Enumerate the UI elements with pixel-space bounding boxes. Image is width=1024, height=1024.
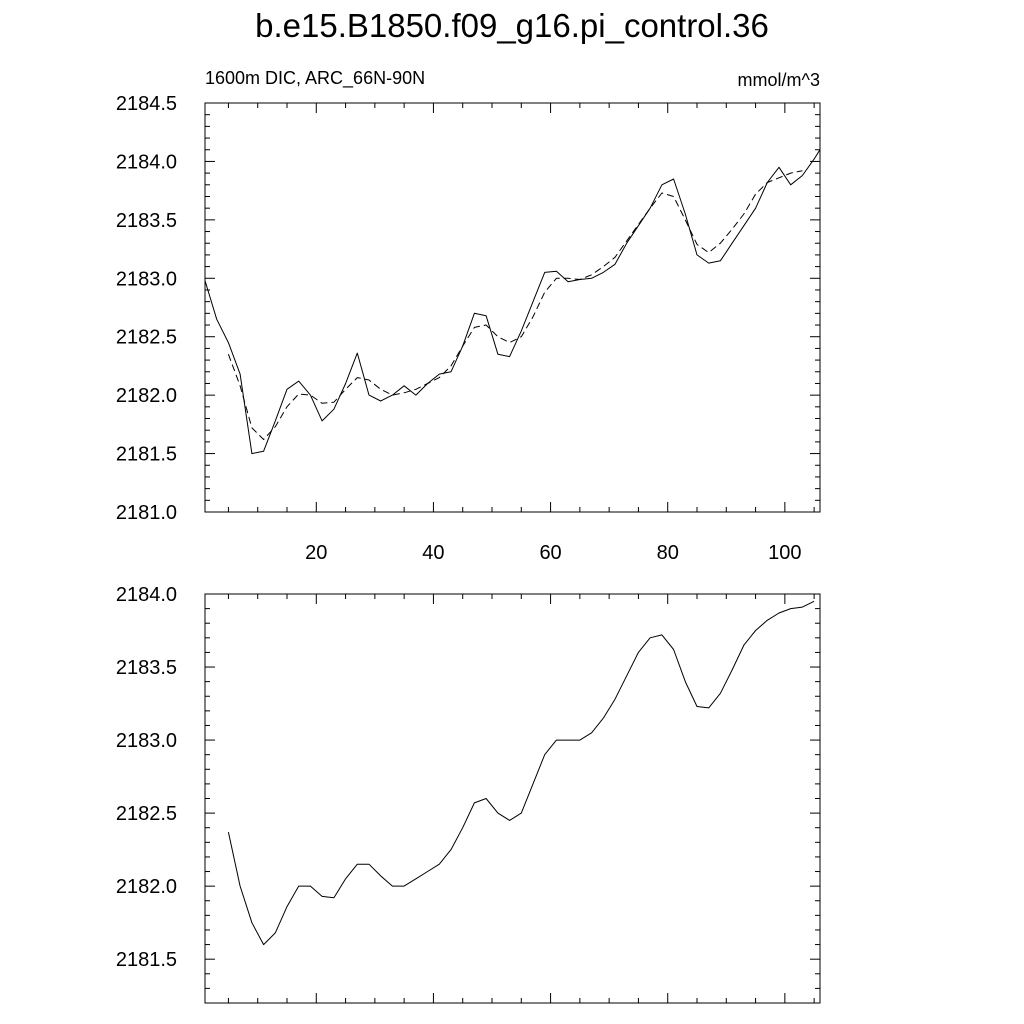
chart-title: b.e15.B1850.f09_g16.pi_control.36 (255, 7, 769, 44)
bottom-panel: 2181.5 2182.0 2182.5 2183.0 2183.5 2184.0 (116, 584, 821, 1004)
plot-frame (204, 102, 821, 513)
y-tick-label: 2182.5 (116, 327, 177, 349)
panel-units-label: mmol/m^3 (738, 70, 820, 90)
y-tick-label: 2183.0 (116, 268, 177, 290)
y-tick-label: 2182.0 (116, 385, 177, 407)
x-tick-label: 40 (422, 542, 444, 564)
x-tick-label: 100 (768, 542, 801, 564)
x-tick-label: 80 (657, 542, 679, 564)
x-tick-label: 60 (539, 542, 561, 564)
x-tick-label: 20 (305, 542, 327, 564)
y-tick-label: 2183.5 (116, 657, 177, 679)
y-tick-label: 2182.0 (116, 876, 177, 898)
series-line (227, 600, 815, 946)
panel-left-label: 1600m DIC, ARC_66N-90N (205, 68, 425, 89)
y-tick-label: 2184.0 (116, 151, 177, 173)
series-line (204, 149, 821, 455)
y-tick-label: 2183.0 (116, 730, 177, 752)
top-panel: 20 40 60 80 100 2181.0 2181.5 2182.0 2182.5 2183.… (116, 68, 821, 564)
smoothed-series-line (227, 170, 803, 440)
y-tick-label: 2184.0 (116, 584, 177, 606)
plot-frame (204, 593, 821, 1004)
y-tick-label: 2181.5 (116, 444, 177, 466)
y-tick-label: 2181.5 (116, 949, 177, 971)
y-tick-label: 2184.5 (116, 93, 177, 115)
y-tick-label: 2181.0 (116, 502, 177, 524)
y-tick-label: 2183.5 (116, 210, 177, 232)
y-tick-label: 2182.5 (116, 803, 177, 825)
